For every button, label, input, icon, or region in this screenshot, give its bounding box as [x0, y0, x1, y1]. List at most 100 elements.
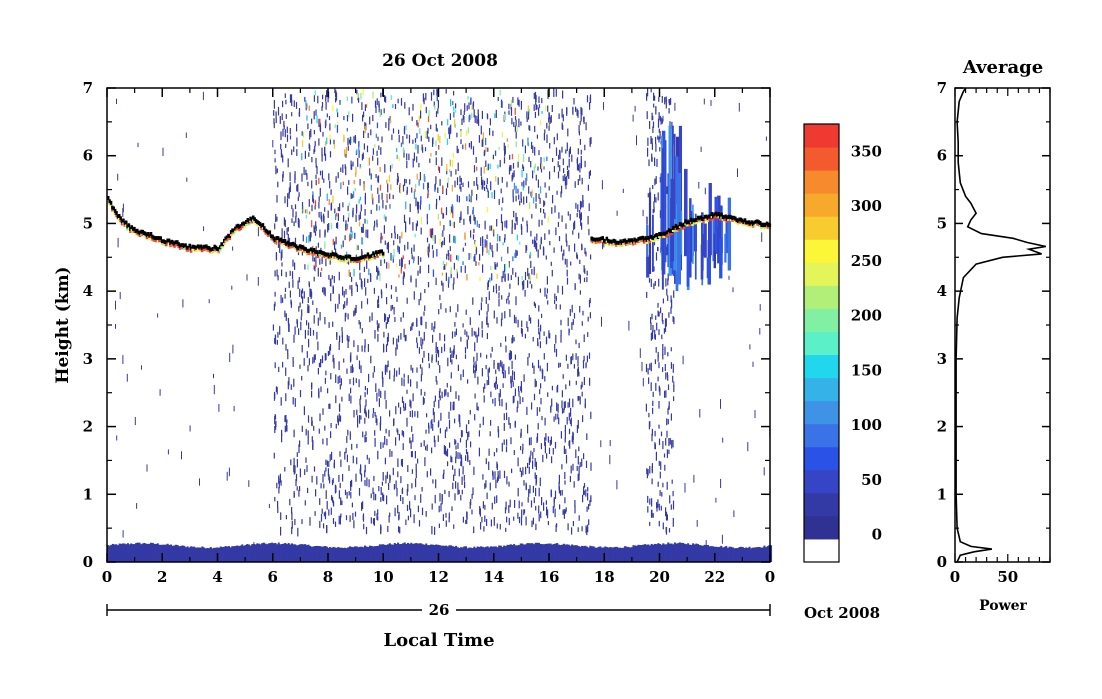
clutter-column: [702, 545, 705, 562]
echo-pixel: [631, 243, 635, 246]
echo-pixel: [159, 240, 162, 243]
noise-speck: [509, 499, 511, 508]
noise-speck: [501, 366, 504, 374]
noise-speck: [431, 245, 434, 250]
noise-speck: [533, 365, 535, 374]
echo-pixel: [196, 244, 200, 249]
noise-speck: [136, 503, 138, 509]
colorbar-swatch: [804, 423, 839, 448]
noise-speck: [425, 446, 427, 451]
turbulence-speck: [478, 262, 480, 266]
echo-pixel: [717, 216, 720, 219]
echo-pixel: [328, 258, 331, 261]
clutter-column: [385, 544, 388, 562]
noise-speck: [416, 317, 418, 326]
noise-speck: [424, 457, 426, 467]
echo-pixel: [629, 242, 632, 245]
noise-speck: [481, 176, 483, 186]
echo-pixel: [680, 222, 683, 227]
noise-speck: [588, 519, 590, 526]
echo-pixel: [728, 214, 732, 219]
turbulence-speck: [379, 166, 381, 172]
turbulence-speck: [455, 109, 457, 113]
noise-speck: [186, 177, 188, 182]
noise-speck: [658, 401, 660, 409]
noise-speck: [364, 464, 366, 473]
noise-speck: [438, 523, 440, 528]
turbulence-speck: [453, 111, 455, 118]
turbulence-speck: [348, 212, 350, 218]
noise-speck: [576, 213, 578, 218]
average-panel-title: Average: [962, 57, 1043, 78]
clutter-column: [173, 545, 176, 562]
echo-pixel: [261, 223, 265, 228]
echo-pixel: [220, 246, 223, 249]
clutter-column: [756, 547, 759, 562]
noise-speck: [576, 424, 578, 433]
echo-pixel: [627, 238, 631, 243]
noise-speck: [413, 256, 415, 261]
echo-pixel: [113, 208, 117, 213]
noise-speck: [672, 439, 674, 448]
noise-speck: [498, 199, 500, 205]
noise-speck: [423, 440, 425, 447]
noise-speck: [280, 251, 282, 261]
noise-speck: [432, 250, 434, 258]
noise-speck: [513, 210, 515, 218]
turbulence-speck: [389, 118, 392, 124]
noise-speck: [523, 480, 525, 486]
echo-pixel: [188, 243, 191, 248]
noise-speck: [372, 197, 374, 205]
turbulence-speck: [366, 219, 368, 224]
turbulence-speck: [393, 248, 395, 257]
turbulence-speck: [432, 269, 435, 277]
noise-speck: [338, 341, 340, 351]
noise-speck: [648, 377, 650, 384]
noise-speck: [457, 452, 459, 460]
noise-speck: [472, 234, 475, 240]
noise-speck: [583, 277, 586, 282]
noise-speck: [343, 290, 345, 298]
noise-speck: [377, 295, 380, 304]
clutter-column: [605, 547, 608, 562]
turbulence-speck: [492, 226, 494, 234]
noise-speck: [512, 96, 514, 103]
noise-speck: [274, 416, 276, 425]
turbulence-speck: [452, 213, 454, 218]
noise-speck: [433, 89, 435, 96]
noise-speck: [512, 335, 514, 344]
noise-speck: [278, 366, 280, 373]
noise-speck: [328, 274, 330, 280]
colorbar-swatch: [804, 262, 839, 286]
clutter-column: [567, 544, 570, 562]
noise-speck: [480, 167, 482, 177]
noise-speck: [362, 515, 364, 520]
noise-speck: [576, 465, 578, 471]
clutter-column: [266, 544, 269, 562]
turbulence-speck: [441, 272, 443, 276]
noise-speck: [579, 259, 581, 264]
noise-speck: [366, 260, 368, 269]
noise-speck: [353, 136, 355, 143]
noise-speck: [276, 339, 278, 345]
noise-speck: [398, 433, 400, 441]
clutter-column: [393, 543, 396, 562]
turbulence-speck: [439, 238, 441, 246]
noise-speck: [433, 400, 435, 408]
noise-speck: [671, 440, 673, 449]
noise-speck: [585, 460, 588, 468]
noise-speck: [761, 232, 763, 242]
clutter-column: [483, 547, 486, 562]
noise-speck: [532, 460, 534, 469]
noise-speck: [569, 419, 571, 424]
noise-speck: [409, 437, 411, 444]
noise-speck: [341, 331, 343, 338]
noise-speck: [501, 312, 503, 320]
clutter-column: [716, 547, 720, 562]
noise-speck: [291, 112, 293, 117]
echo-pixel: [260, 228, 263, 231]
noise-speck: [553, 497, 555, 503]
noise-speck: [374, 100, 377, 108]
noise-speck: [386, 495, 388, 505]
clutter-column: [353, 546, 357, 562]
